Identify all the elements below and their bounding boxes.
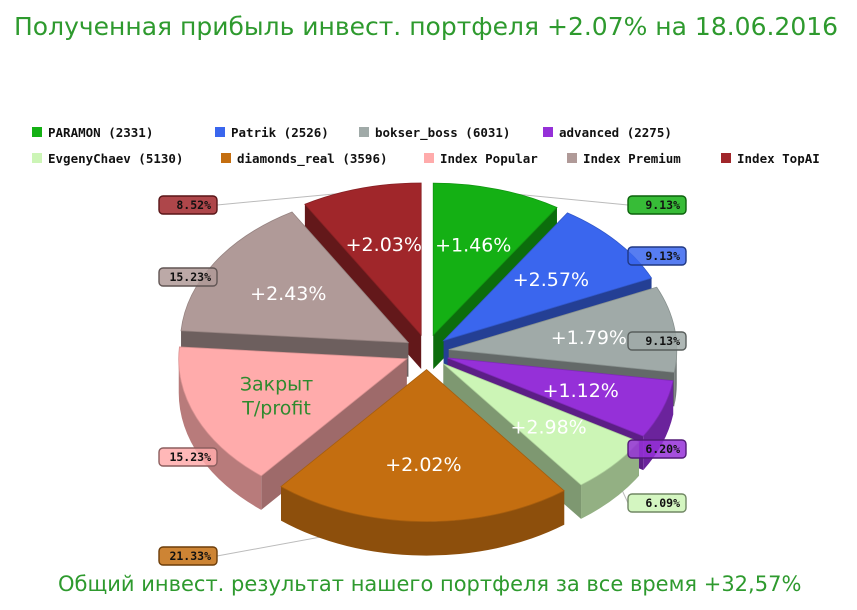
- slice-label-line: +2.98%: [510, 417, 586, 439]
- legend-item-paramon: PARAMON (2331): [32, 125, 215, 140]
- share-labels: 9.13% 9.13% 9.13% 6.20% 6.09% 21.33% 15.23% 15.…: [158, 195, 687, 566]
- slice-gain-label: +2.57%: [513, 269, 589, 291]
- slice-gain-label: +1.12%: [543, 380, 619, 402]
- slice-label-line: +1.46%: [435, 235, 511, 257]
- slice-gain-label: +2.98%: [510, 417, 586, 439]
- legend-swatch-icon: [359, 127, 369, 137]
- legend-swatch-icon: [32, 153, 42, 163]
- pie-slice: [304, 182, 422, 337]
- legend-label: bokser_boss (6031): [375, 124, 511, 140]
- share-label: 21.33%: [169, 549, 211, 563]
- legend-label: Patrik (2526): [231, 124, 329, 140]
- slice-status-label: Закрыт T/profit: [240, 374, 313, 420]
- slice-gain-label: +1.79%: [551, 327, 627, 349]
- legend-item-index-topai: Index TopAI: [721, 151, 841, 166]
- legend-item-evgenychaev: EvgenyChaev (5130): [32, 151, 221, 166]
- share-label-box: [158, 447, 218, 467]
- share-label: 9.13%: [645, 198, 680, 212]
- slice-side: [178, 358, 262, 510]
- slice-side: [281, 486, 565, 556]
- slice-label-line: Закрыт: [240, 374, 313, 396]
- legend-row-1: PARAMON (2331) Patrik (2526) bokser_boss…: [32, 119, 842, 145]
- pie-slice: [432, 182, 558, 337]
- legend-item-diamonds-real: diamonds_real (3596): [221, 151, 424, 166]
- share-label: 6.20%: [645, 442, 680, 456]
- legend-swatch-icon: [32, 127, 42, 137]
- gain-labels: +1.46%+2.57% +1.79% +1.12% +2.98% +2.02% Закр…: [240, 234, 627, 476]
- legend-swatch-icon: [567, 153, 577, 163]
- legend-label: EvgenyChaev (5130): [48, 150, 184, 166]
- legend-swatch-icon: [215, 127, 225, 137]
- legend-label: Index TopAI: [737, 150, 820, 166]
- slice-gain-label: +1.46%: [435, 235, 511, 257]
- legend-swatch-icon: [221, 153, 231, 163]
- legend-swatch-icon: [543, 127, 553, 137]
- legend-swatch-icon: [721, 153, 731, 163]
- slice-gain-label: +2.43%: [250, 283, 326, 305]
- share-label-box: [627, 439, 687, 459]
- slice-label-line: +2.02%: [385, 454, 461, 476]
- legend-swatch-icon: [424, 153, 434, 163]
- legend-item-patrik: Patrik (2526): [215, 125, 359, 140]
- pie-slice: [448, 286, 678, 373]
- slice-label-line: +1.12%: [543, 380, 619, 402]
- slice-label-line: T/profit: [241, 398, 311, 420]
- share-label-box: [627, 331, 687, 351]
- pie-slices: [178, 182, 678, 522]
- share-label: 9.13%: [645, 249, 680, 263]
- share-label-box: [627, 493, 687, 513]
- slice-label-line: +1.79%: [551, 327, 627, 349]
- slice-side: [581, 441, 639, 519]
- pie-slice: [447, 357, 674, 437]
- pie-slice: [280, 369, 565, 522]
- legend-label: PARAMON (2331): [48, 124, 154, 140]
- share-label-box: [158, 195, 218, 215]
- legend-label: diamonds_real (3596): [237, 150, 388, 166]
- portfolio-total-result: Общий инвест. результат нашего портфеля …: [58, 572, 802, 596]
- legend-item-advanced: advanced (2275): [543, 125, 703, 140]
- chart-title: Полученная прибыль инвест. портфеля +2.0…: [14, 12, 839, 41]
- share-label-box: [627, 195, 687, 215]
- slice-label-line: +2.03%: [346, 234, 422, 256]
- slice-label-line: +2.57%: [513, 269, 589, 291]
- share-label-box: [158, 267, 218, 287]
- pie-slice: [442, 212, 653, 342]
- share-label: 15.23%: [169, 270, 211, 284]
- legend-label: Index Premium: [583, 150, 681, 166]
- share-label-box: [627, 246, 687, 266]
- slice-wall: [261, 358, 407, 510]
- share-label: 6.09%: [645, 496, 680, 510]
- share-label: 8.52%: [176, 198, 211, 212]
- legend-item-bokser-boss: bokser_boss (6031): [359, 125, 543, 140]
- share-label: 15.23%: [169, 450, 211, 464]
- share-label: 9.13%: [645, 334, 680, 348]
- legend-item-index-popular: Index Popular: [424, 151, 567, 166]
- legend-item-index-premium: Index Premium: [567, 151, 721, 166]
- legend-label: advanced (2275): [559, 124, 672, 140]
- share-label-box: [158, 546, 218, 566]
- slice-label-line: +2.43%: [250, 283, 326, 305]
- pie-slice: [178, 346, 408, 477]
- slice-gain-label: +2.03%: [346, 234, 422, 256]
- slice-gain-label: +2.02%: [385, 454, 461, 476]
- legend-row-2: EvgenyChaev (5130) diamonds_real (3596) …: [32, 145, 842, 171]
- chart-legend: PARAMON (2331) Patrik (2526) bokser_boss…: [32, 119, 842, 171]
- pie-slice: [180, 211, 410, 344]
- legend-label: Index Popular: [440, 150, 538, 166]
